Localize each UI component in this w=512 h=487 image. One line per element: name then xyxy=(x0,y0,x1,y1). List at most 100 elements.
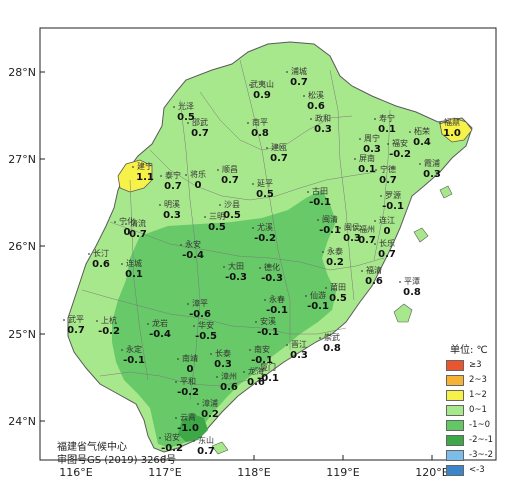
station-dot xyxy=(159,204,161,206)
station-value: 0.7 xyxy=(129,229,147,240)
legend-swatch xyxy=(446,404,464,416)
station-dot xyxy=(132,166,134,168)
station-value: -0.1 xyxy=(257,327,279,338)
station-dot xyxy=(380,195,382,197)
station-value: 0.5 xyxy=(208,222,226,233)
station-name: 华安 xyxy=(198,320,214,330)
station-dot xyxy=(217,169,219,171)
station-name: 福清 xyxy=(366,265,382,275)
station-value: 0.9 xyxy=(253,90,271,101)
station-value: 0.1 xyxy=(358,164,376,175)
station-name: 柘荣 xyxy=(414,126,430,136)
station-name: 长泰 xyxy=(215,348,231,358)
station-name: 古田 xyxy=(312,186,328,196)
station-name: 寿宁 xyxy=(379,113,395,123)
station-value: 0.7 xyxy=(197,446,215,457)
station-name: 龙海 xyxy=(248,366,264,376)
station-dot xyxy=(359,138,361,140)
station-dot xyxy=(361,270,363,272)
lat-tick-label: 25°N xyxy=(8,328,36,341)
station-name: 将乐 xyxy=(190,169,206,179)
legend-label: -1~0 xyxy=(469,420,491,430)
legend-label: 1~2 xyxy=(469,390,487,400)
station-value: 0.3 xyxy=(343,233,361,244)
station-dot xyxy=(310,118,312,120)
station-name: 闽清 xyxy=(322,214,338,224)
station-dot xyxy=(125,223,127,225)
station-name: 南安 xyxy=(254,344,270,354)
station-name: 平和 xyxy=(180,377,196,386)
station-dot xyxy=(375,169,377,171)
station-value: -0.3 xyxy=(225,272,247,283)
region-1-2-west xyxy=(117,159,153,193)
station-dot xyxy=(322,251,324,253)
station-name: 顺昌 xyxy=(222,165,238,174)
station-name: 宁化 xyxy=(119,216,135,226)
legend-swatch xyxy=(446,419,464,431)
station-name: 清流 xyxy=(130,218,146,228)
lat-tick-label: 26°N xyxy=(8,240,36,253)
station-dot xyxy=(374,243,376,245)
station-dot xyxy=(317,219,319,221)
lat-tick-label: 27°N xyxy=(8,153,36,166)
station-dot xyxy=(249,349,251,351)
legend-items: ≥3 2~3 1~2 0~1 -1~0 -2~-1 -3~-2 <-3 xyxy=(446,359,506,476)
station-dot xyxy=(96,320,98,322)
lat-tick-label: 28°N xyxy=(8,66,36,79)
island xyxy=(393,303,413,323)
station-name: 屏南 xyxy=(359,153,375,163)
station-dot xyxy=(252,183,254,185)
station-name: 政和 xyxy=(315,113,331,123)
station-name: 永春 xyxy=(269,294,285,304)
station-dot xyxy=(305,295,307,297)
credit-block: 福建省气候中心 审图号GS (2019) 3266号 xyxy=(57,441,176,467)
region-minus2-minus1 xyxy=(178,414,208,442)
lon-axis: 116°E 117°E 118°E 119°E 120°E xyxy=(59,455,449,479)
station-name: 武平 xyxy=(68,314,84,324)
station-name: 东山 xyxy=(198,435,214,445)
station-name: 上杭 xyxy=(101,315,117,325)
legend-swatch xyxy=(446,449,464,461)
station-dot xyxy=(197,403,199,405)
station-name: 南靖 xyxy=(182,353,198,363)
station-value: -0.2 xyxy=(177,387,199,398)
station-dot xyxy=(264,299,266,301)
station-dot xyxy=(121,349,123,351)
station-name: 云霄 xyxy=(180,413,196,422)
station-name: 厦门 xyxy=(260,362,276,372)
station-name: 诏安 xyxy=(164,432,180,442)
station-value: 0.5 xyxy=(223,210,241,221)
station-name: 连江 xyxy=(379,215,395,225)
station-dot xyxy=(219,204,221,206)
region-1-2-northeast xyxy=(439,117,473,143)
station-name: 光泽 xyxy=(178,101,194,111)
station-dot xyxy=(193,325,195,327)
station-name: 松溪 xyxy=(308,90,324,100)
station-dot xyxy=(175,417,177,419)
station-value: -0.1 xyxy=(251,355,273,366)
station-dot xyxy=(193,440,195,442)
station-value: 1.1 xyxy=(136,172,154,183)
legend-row: -1~0 xyxy=(446,419,506,431)
station-value: 0.3 xyxy=(423,169,441,180)
station-value: -0.4 xyxy=(182,250,204,261)
legend-row: -3~-2 xyxy=(446,449,506,461)
legend-label: 2~3 xyxy=(469,375,487,385)
station-value: -0.1 xyxy=(266,305,288,316)
legend-title: 单位: ℃ xyxy=(450,345,488,356)
station-value: -0.2 xyxy=(98,326,120,337)
station-name: 龙岩 xyxy=(152,318,168,328)
station-name: 漳州 xyxy=(221,371,237,381)
station-name: 漳平 xyxy=(192,298,208,308)
station-value: 0.3 xyxy=(214,359,232,370)
station-dot xyxy=(286,344,288,346)
station-value: 0.7 xyxy=(270,153,288,164)
station-dot xyxy=(286,71,288,73)
station-value: 0.3 xyxy=(314,124,332,135)
station-name: 连城 xyxy=(126,258,142,268)
station-name: 晋江 xyxy=(291,340,307,349)
station-value: 0 xyxy=(195,180,202,191)
station-name: 霞浦 xyxy=(424,158,440,168)
station-value: 0.3 xyxy=(290,350,308,361)
station-dot xyxy=(180,244,182,246)
